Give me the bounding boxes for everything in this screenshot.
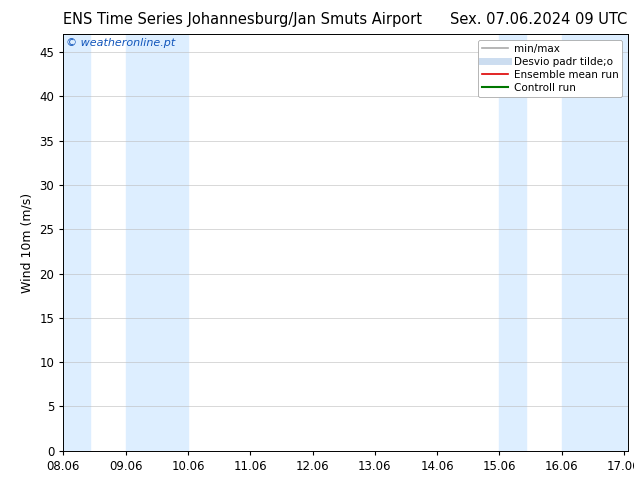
Bar (126, 34, 188, 451)
Bar (562, 34, 628, 451)
Text: © weatheronline.pt: © weatheronline.pt (66, 38, 176, 49)
Legend: min/max, Desvio padr tilde;o, Ensemble mean run, Controll run: min/max, Desvio padr tilde;o, Ensemble m… (478, 40, 623, 97)
Text: ENS Time Series Johannesburg/Jan Smuts Airport: ENS Time Series Johannesburg/Jan Smuts A… (63, 12, 422, 27)
Text: Sex. 07.06.2024 09 UTC: Sex. 07.06.2024 09 UTC (450, 12, 628, 27)
Bar (63, 34, 89, 451)
Bar (500, 34, 526, 451)
Y-axis label: Wind 10m (m/s): Wind 10m (m/s) (21, 193, 34, 293)
